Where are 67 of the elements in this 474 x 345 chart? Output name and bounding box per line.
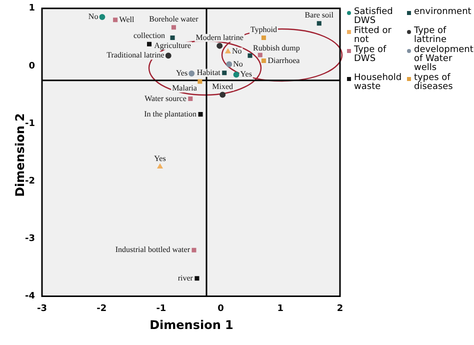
point — [220, 92, 226, 98]
point — [192, 248, 196, 252]
point — [198, 112, 203, 117]
annotation: Malaria — [172, 84, 198, 93]
point — [99, 14, 106, 20]
legend-label: Satisfied DWS — [354, 7, 394, 26]
point — [165, 52, 172, 59]
annotation: Agriculture — [154, 40, 192, 50]
point — [258, 52, 262, 58]
annotation: Diarrhoea — [268, 56, 300, 65]
annotation: Rubbish dump — [253, 44, 300, 53]
legend-label: Type of DWS — [354, 45, 388, 64]
x-tick-label: -1 — [156, 304, 166, 314]
point — [147, 42, 152, 46]
point — [248, 53, 252, 58]
annotation: No — [233, 59, 243, 68]
annotation: Yes — [154, 154, 166, 163]
point — [225, 48, 231, 54]
x-tick-label: 0 — [218, 304, 224, 314]
annotation: Modern latrine — [196, 32, 244, 42]
annotation: No — [232, 46, 242, 56]
annotation: Bare soil — [304, 10, 334, 20]
point — [194, 276, 200, 281]
point — [113, 18, 118, 22]
y-tick-label: 0 — [28, 61, 35, 72]
annotation: Yes — [240, 70, 252, 79]
annotation: In the plantation — [144, 109, 197, 118]
y-tick-label: -4 — [25, 292, 35, 302]
annotation: river — [178, 273, 194, 282]
point — [171, 25, 176, 30]
point — [157, 164, 163, 168]
point — [261, 58, 266, 64]
annotation: No — [88, 12, 98, 22]
annotation: Traditional latrine — [106, 50, 165, 60]
point — [233, 72, 240, 78]
annotation: Yes — [176, 68, 188, 78]
point — [226, 61, 232, 68]
x-axis-title: Dimension 1 — [148, 318, 234, 332]
point — [188, 70, 195, 76]
annotation: Industrial bottled water — [115, 245, 190, 254]
annotation: Typhoid — [250, 24, 277, 34]
legend-label: Household waste — [354, 73, 403, 92]
annotation: collection — [134, 31, 166, 40]
point — [198, 79, 202, 84]
annotation: Water source — [144, 94, 187, 103]
point — [216, 42, 223, 49]
y-tick-label: 1 — [28, 4, 35, 14]
y-tick-label: -1 — [25, 118, 35, 129]
point — [188, 96, 193, 102]
annotation: Borehole water — [149, 14, 199, 24]
x-tick-label: 2 — [336, 304, 344, 314]
annotation: Mixed — [212, 82, 234, 91]
point — [261, 35, 266, 40]
annotation: Habitat — [196, 68, 222, 77]
point — [316, 21, 322, 26]
y-tick-label: -2 — [25, 176, 35, 186]
legend-label: types of diseases — [414, 73, 454, 92]
legend-label: environment — [414, 7, 472, 17]
x-tick-label: 1 — [277, 304, 284, 314]
x-tick-label: -2 — [96, 304, 107, 314]
y-axis-title: Dimension 2 — [13, 112, 27, 199]
x-tick-label: -3 — [37, 304, 47, 314]
point — [170, 35, 175, 40]
annotation: Well — [119, 15, 135, 24]
y-tick-label: -3 — [25, 234, 35, 244]
legend-label: Fitted or not — [354, 26, 392, 45]
point — [222, 70, 227, 76]
